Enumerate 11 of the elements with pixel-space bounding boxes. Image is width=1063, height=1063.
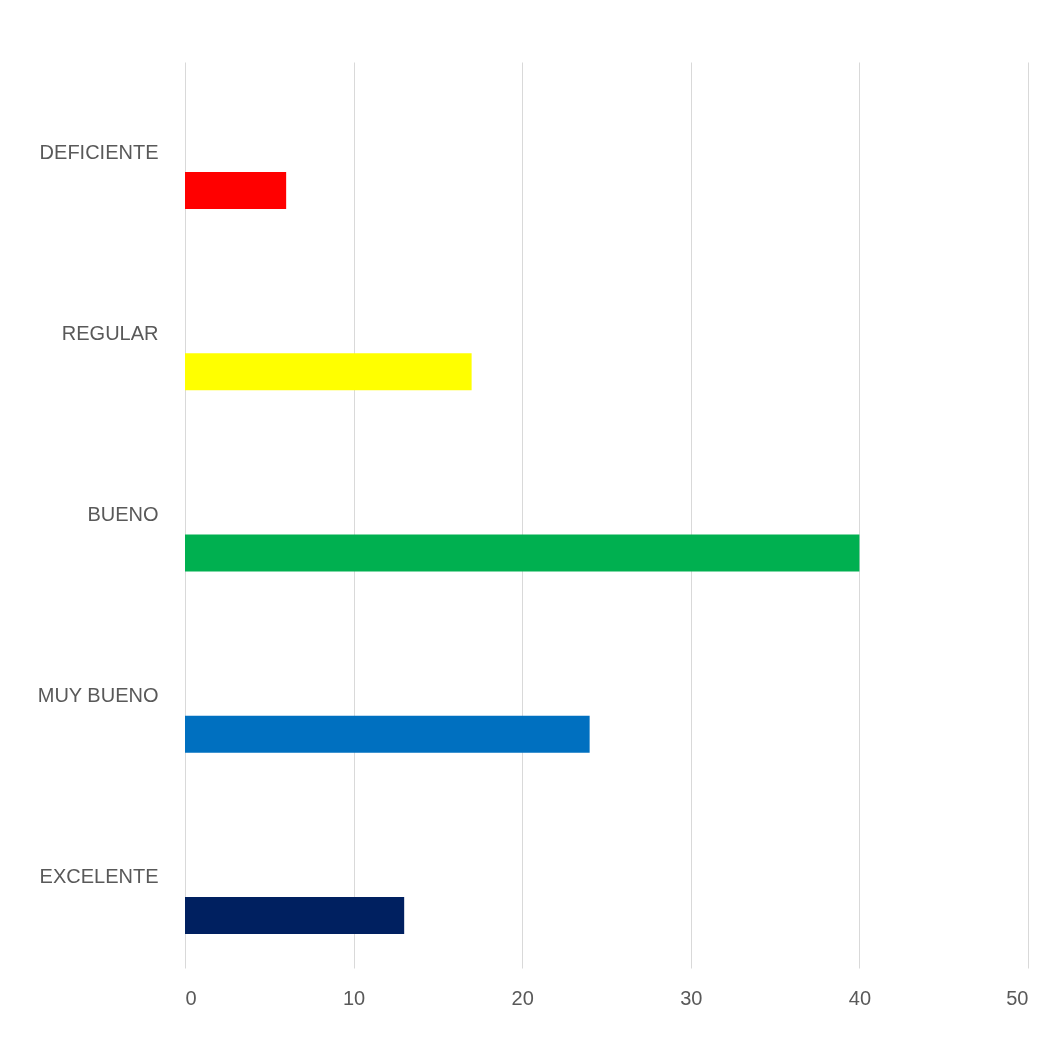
x-tick-label: 30 — [680, 986, 703, 1009]
x-tick-label: 10 — [342, 986, 366, 1009]
x-tick-label: 0 — [185, 986, 197, 1009]
y-tick-label: REGULAR — [61, 321, 159, 344]
y-tick-label: BUENO — [87, 503, 159, 525]
x-tick-label: 20 — [511, 986, 534, 1009]
y-tick-label: EXCELENTE — [39, 865, 159, 888]
y-tick-label: MUY BUENO — [37, 684, 159, 707]
x-tick-label: 50 — [1006, 986, 1029, 1009]
y-tick-label: DEFICIENTE — [39, 140, 159, 163]
x-tick-label: 40 — [848, 986, 872, 1009]
